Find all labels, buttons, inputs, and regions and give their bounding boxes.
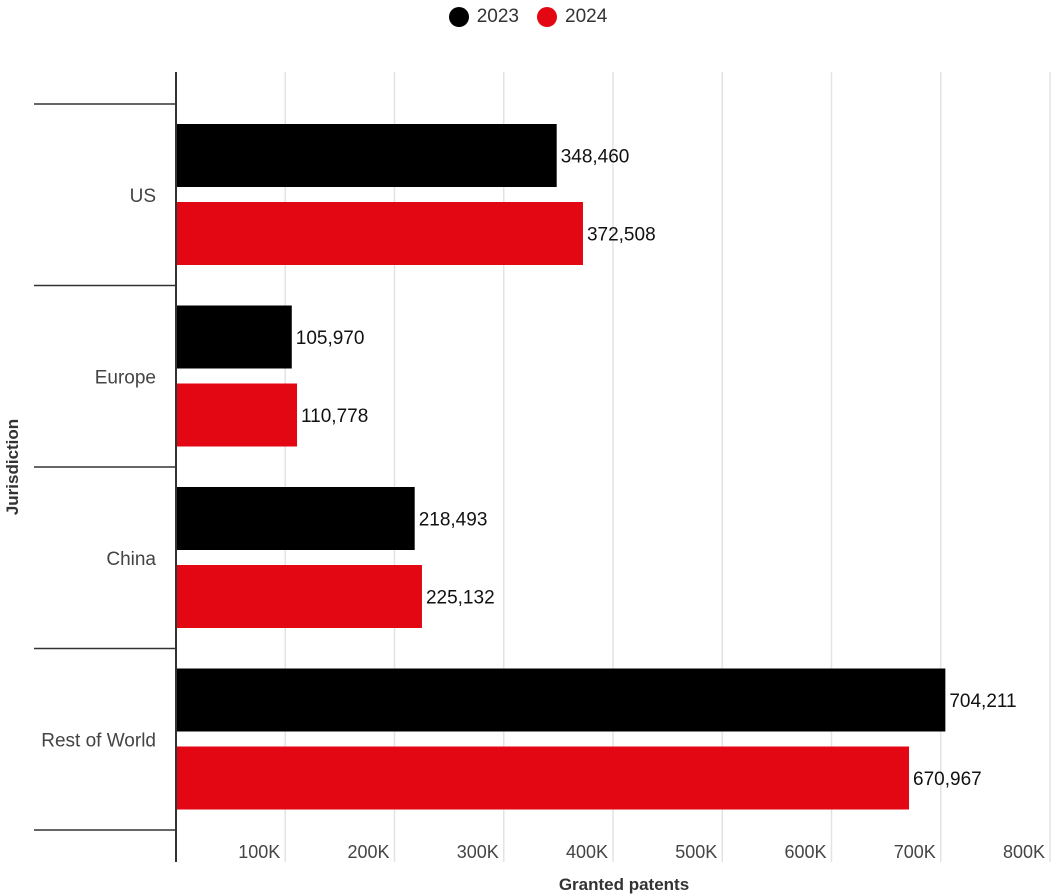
- data-label-china-2023: 218,493: [419, 510, 488, 531]
- x-tick-label: 700K: [894, 842, 936, 862]
- legend-label-2024: 2024: [565, 6, 608, 27]
- data-label-rest-of-world-2024: 670,967: [913, 769, 982, 790]
- data-label-europe-2024: 110,778: [301, 406, 368, 427]
- legend-marker-2023: [448, 7, 469, 27]
- bar-china-2024[interactable]: [177, 565, 422, 628]
- legend-marker-2024: [537, 7, 557, 27]
- x-axis-title: Granted patents: [559, 875, 689, 894]
- x-tick-label: 300K: [457, 842, 499, 862]
- data-labels: 348,460 372,508 105,970 110,778 218,493 225,1…: [296, 147, 1017, 791]
- data-label-europe-2023: 105,970: [296, 328, 365, 349]
- data-label-china-2024: 225,132: [426, 588, 495, 609]
- x-tick-label: 800K: [1003, 842, 1045, 862]
- x-axis-ticks: 100K 200K 300K 400K 500K 600K 700K 800K: [238, 842, 1045, 862]
- y-axis-title: Jurisdiction: [3, 419, 22, 515]
- data-label-us-2024: 372,508: [587, 225, 656, 246]
- legend-label-2023: 2023: [476, 6, 519, 27]
- category-separators: [34, 103, 176, 831]
- x-tick-label: 500K: [675, 842, 717, 862]
- x-tick-label: 200K: [347, 842, 389, 862]
- bar-us-2023[interactable]: [177, 124, 557, 187]
- bar-rest-of-world-2023[interactable]: [177, 668, 946, 732]
- category-labels: US Europe China Rest of World: [41, 186, 156, 752]
- x-tick-label: 400K: [566, 842, 608, 862]
- data-label-rest-of-world-2023: 704,211: [949, 691, 1016, 712]
- legend-item-2024[interactable]: 2024: [537, 6, 607, 28]
- data-label-us-2023: 348,460: [561, 147, 630, 168]
- legend: 2023 2024: [0, 6, 1056, 28]
- category-label-us: US: [130, 186, 156, 207]
- bar-china-2023[interactable]: [177, 487, 415, 550]
- category-label-rest-of-world: Rest of World: [41, 730, 156, 751]
- bar-europe-2023[interactable]: [177, 305, 292, 369]
- bars: [177, 124, 946, 810]
- category-label-europe: Europe: [95, 367, 156, 388]
- bar-us-2024[interactable]: [177, 202, 583, 265]
- gridlines: [284, 72, 1051, 862]
- bar-europe-2024[interactable]: [177, 383, 298, 447]
- category-label-china: China: [106, 549, 156, 570]
- x-tick-label: 600K: [784, 842, 826, 862]
- x-tick-label: 100K: [238, 842, 280, 862]
- bar-rest-of-world-2024[interactable]: [177, 746, 910, 810]
- legend-item-2023[interactable]: 2023: [448, 6, 519, 28]
